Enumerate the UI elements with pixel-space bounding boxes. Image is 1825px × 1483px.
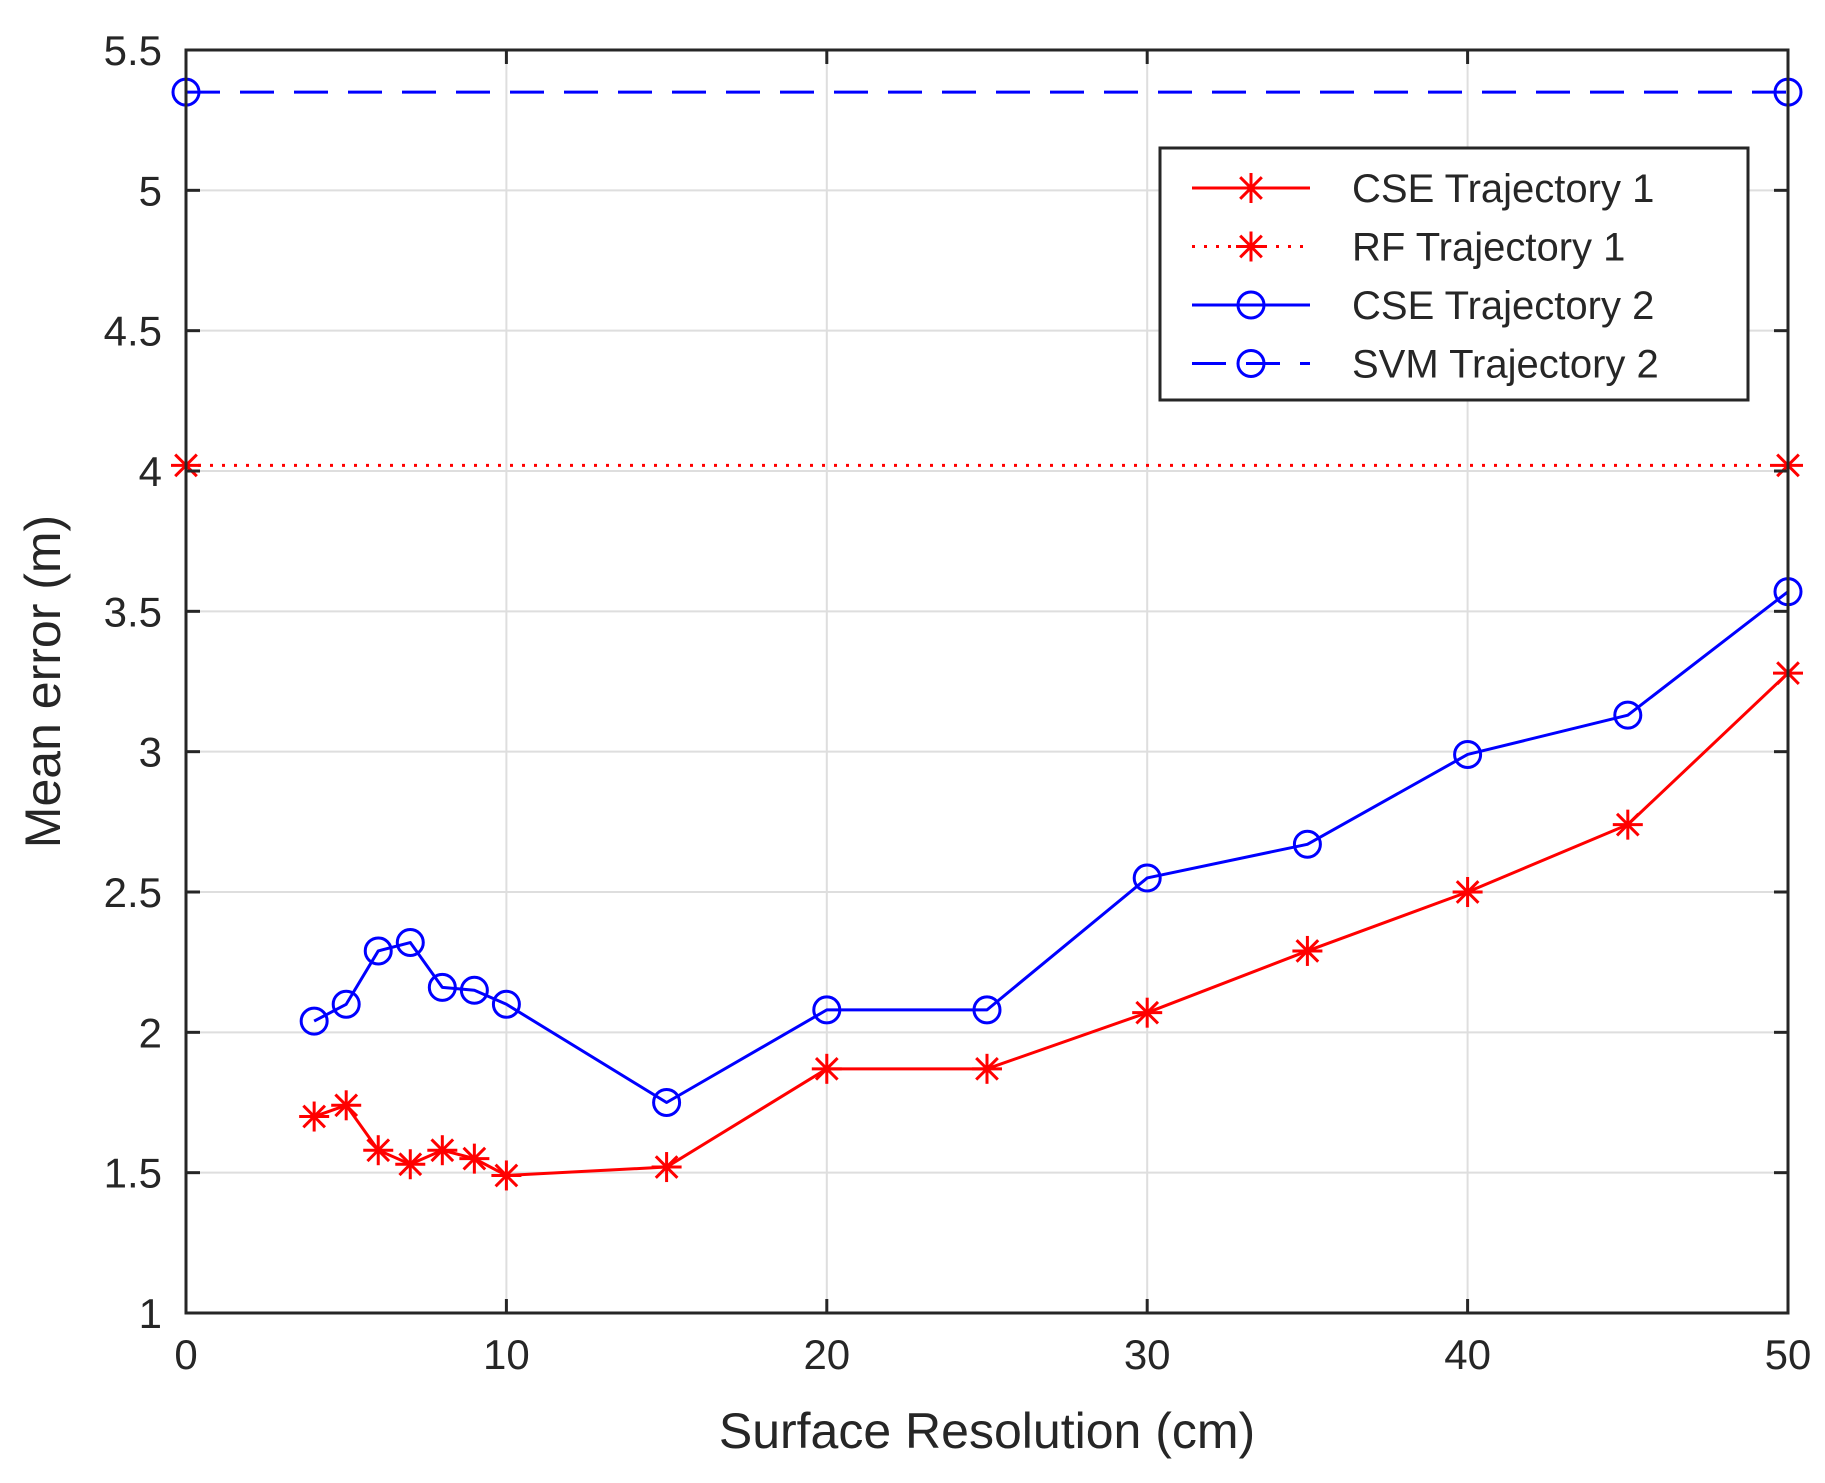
y-tick-label: 5.5: [104, 27, 162, 74]
data-point: [652, 1088, 682, 1117]
y-axis-label: Mean error (m): [15, 515, 71, 848]
legend-label: CSE Trajectory 2: [1352, 284, 1654, 328]
series-line: [313, 671, 1790, 1177]
data-point: [363, 1135, 394, 1166]
data-point: [491, 989, 521, 1019]
x-tick-label: 20: [803, 1331, 850, 1378]
data-point: [1613, 700, 1643, 730]
data-point: [331, 989, 361, 1019]
y-tick-label: 2: [139, 1009, 162, 1056]
legend: CSE Trajectory 1 RF Trajectory 1 CSE Traje…: [1158, 146, 1750, 402]
y-tick-label: 3: [139, 729, 162, 776]
x-tick-label: 10: [483, 1331, 530, 1378]
legend-marker: [1236, 290, 1266, 320]
data-point: [1132, 997, 1163, 1028]
legend-marker: [1236, 349, 1266, 378]
series-cse-trajectory-2: [299, 577, 1803, 1117]
axes-box: [184, 48, 1790, 1315]
data-point: [331, 1090, 362, 1121]
x-tick-label: 40: [1444, 1331, 1491, 1378]
legend-marker: [1236, 231, 1266, 262]
data-point: [395, 928, 425, 958]
y-tick-label: 1: [139, 1290, 162, 1337]
y-tick-label: 4: [139, 448, 162, 495]
data-point: [299, 1101, 330, 1132]
data-point: [1132, 863, 1162, 893]
data-point: [395, 1149, 426, 1180]
ticks: 0 10 20 30 40 50 1 1.5 2 2.5 3 3.5 4 4.5 5 5.5: [104, 27, 1812, 1378]
data-point: [491, 1160, 522, 1191]
series-svm-trajectory-2: [171, 77, 1803, 107]
legend-box: [1158, 146, 1750, 402]
x-tick-label: 30: [1124, 1331, 1171, 1378]
series-line: [313, 590, 1789, 1104]
y-tick-label: 3.5: [104, 588, 162, 635]
data-point: [651, 1152, 682, 1183]
data-point: [1452, 877, 1483, 907]
legend-label: RF Trajectory 1: [1352, 226, 1625, 270]
series-cse-trajectory-1: [299, 658, 1803, 1191]
data-point: [427, 1135, 458, 1166]
data-point: [812, 995, 842, 1025]
data-point: [299, 1006, 329, 1036]
x-tick-label: 50: [1765, 1331, 1812, 1378]
legend-marker: [1236, 173, 1266, 203]
data-point: [1453, 739, 1483, 769]
data-point: [972, 995, 1002, 1025]
data-point: [427, 972, 457, 1002]
y-tick-label: 2.5: [104, 869, 162, 916]
data-point: [459, 975, 489, 1005]
y-tick-label: 5: [139, 167, 162, 214]
data-point: [811, 1053, 842, 1084]
data-point: [1292, 935, 1323, 966]
y-tick-label: 1.5: [104, 1150, 162, 1197]
data-point: [459, 1143, 490, 1174]
y-tick-label: 4.5: [104, 308, 162, 355]
x-tick-label: 0: [174, 1331, 197, 1378]
legend-label: CSE Trajectory 1: [1352, 167, 1654, 211]
data-point: [1292, 829, 1322, 859]
series-rf-trajectory-1: [171, 450, 1803, 481]
x-axis-label: Surface Resolution (cm): [719, 1403, 1255, 1459]
legend-label: SVM Trajectory 2: [1352, 343, 1659, 387]
data-point: [972, 1053, 1002, 1084]
data-point: [363, 936, 393, 966]
data-point: [1612, 809, 1643, 840]
